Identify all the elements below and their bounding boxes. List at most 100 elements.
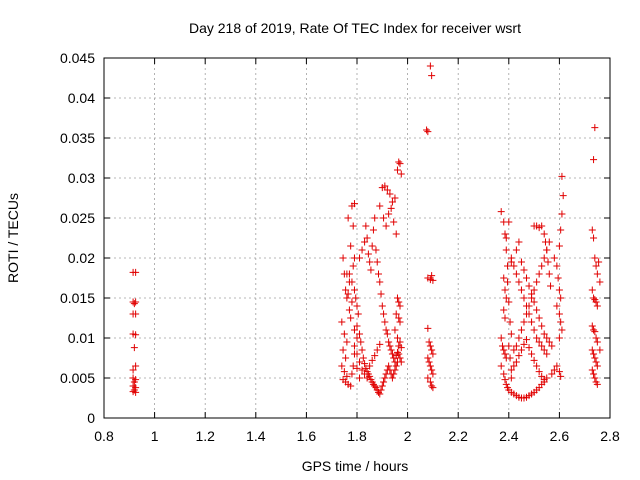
data-point <box>393 166 401 174</box>
data-point <box>591 354 599 362</box>
data-point <box>535 314 543 322</box>
data-point <box>383 186 391 194</box>
data-point <box>498 342 506 350</box>
data-point <box>545 270 553 278</box>
data-point <box>505 218 513 226</box>
data-point <box>557 318 565 326</box>
data-point <box>590 350 598 358</box>
data-point <box>353 334 361 342</box>
data-point <box>528 350 536 358</box>
data-point <box>364 250 372 258</box>
data-point <box>423 126 431 134</box>
data-point <box>593 302 601 310</box>
data-point <box>505 342 513 350</box>
data-point <box>505 298 513 306</box>
data-point <box>528 290 536 298</box>
data-point <box>593 380 601 388</box>
data-point <box>538 342 546 350</box>
data-point <box>502 234 510 242</box>
data-point <box>525 282 533 290</box>
data-point <box>358 346 366 354</box>
data-point <box>533 278 541 286</box>
data-point <box>548 370 556 378</box>
data-point <box>429 384 437 392</box>
data-point <box>338 362 346 370</box>
data-point <box>396 160 404 168</box>
data-point <box>530 286 538 294</box>
data-point <box>426 362 434 370</box>
data-point <box>588 346 596 354</box>
data-point <box>366 258 374 266</box>
data-point <box>361 360 369 368</box>
data-point <box>343 294 351 302</box>
data-point <box>547 282 555 290</box>
y-tick-label: 0.04 <box>68 90 95 106</box>
data-point <box>424 324 432 332</box>
data-point <box>424 128 432 136</box>
data-point <box>380 214 388 222</box>
data-point <box>591 328 599 336</box>
x-axis-label: GPS time / hours <box>302 458 409 474</box>
data-point <box>348 298 356 306</box>
data-point <box>368 356 376 364</box>
data-point <box>371 352 379 360</box>
data-point <box>555 368 563 376</box>
data-point <box>425 338 433 346</box>
data-point <box>502 294 510 302</box>
data-point <box>380 378 388 386</box>
data-point <box>132 268 140 276</box>
data-point <box>497 362 505 370</box>
data-point <box>372 246 380 254</box>
data-point <box>392 230 400 238</box>
data-point <box>426 378 434 386</box>
data-point <box>356 374 364 382</box>
data-point <box>520 340 528 348</box>
data-point <box>501 314 509 322</box>
data-point <box>396 318 404 326</box>
data-point <box>130 300 138 308</box>
data-point <box>512 246 520 254</box>
data-point <box>502 380 510 388</box>
data-point <box>510 346 518 354</box>
data-point <box>545 338 553 346</box>
data-point <box>535 368 543 376</box>
data-point <box>540 346 548 354</box>
data-point <box>530 326 538 334</box>
data-point <box>358 366 366 374</box>
data-point <box>593 270 601 278</box>
data-point <box>553 302 561 310</box>
y-tick-label: 0.005 <box>60 370 95 386</box>
data-point <box>593 338 601 346</box>
data-point <box>395 314 403 322</box>
data-point <box>538 322 546 330</box>
y-tick-label: 0 <box>87 410 95 426</box>
data-point <box>373 258 381 266</box>
data-point <box>376 278 384 286</box>
data-point <box>596 346 604 354</box>
data-point <box>392 362 400 370</box>
data-point <box>425 358 433 366</box>
data-point <box>375 270 383 278</box>
data-point <box>344 290 352 298</box>
data-point <box>540 330 548 338</box>
data-point <box>352 294 360 302</box>
data-point <box>386 342 394 350</box>
data-point <box>553 262 561 270</box>
data-point <box>385 210 393 218</box>
data-point <box>353 322 361 330</box>
data-point <box>361 370 369 378</box>
data-point <box>393 348 401 356</box>
data-point <box>544 258 552 266</box>
data-point <box>396 354 404 362</box>
y-axis-label: ROTI / TECUs <box>5 193 21 283</box>
data-point <box>501 350 509 358</box>
data-point <box>507 366 515 374</box>
data-point <box>543 350 551 358</box>
data-point <box>523 310 531 318</box>
data-point <box>554 274 562 282</box>
data-point <box>590 370 598 378</box>
data-point <box>558 172 566 180</box>
data-point <box>520 318 528 326</box>
data-point <box>376 340 384 348</box>
data-point <box>559 192 567 200</box>
